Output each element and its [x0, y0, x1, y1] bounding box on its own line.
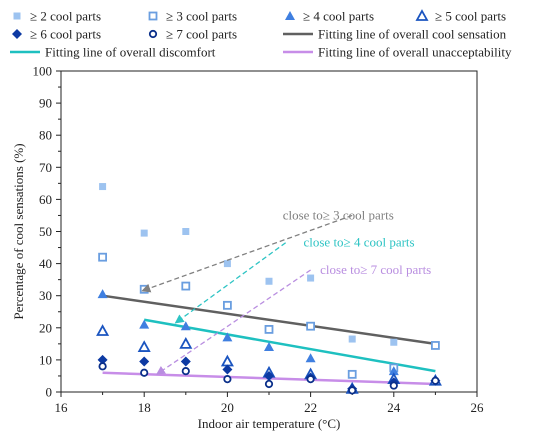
- data-point-4-cool-parts: [139, 319, 150, 329]
- data-point-2-cool-parts: [99, 183, 107, 191]
- data-point-4-cool-parts: [388, 366, 399, 376]
- x-axis-title: Indoor air temperature (°C): [198, 416, 341, 431]
- legend-marker-2-cool-parts: [13, 12, 21, 20]
- x-tick-label: 26: [471, 400, 485, 415]
- data-marks: [96, 183, 442, 395]
- legend-marker-4-cool-parts: [285, 11, 295, 20]
- data-point-6-cool-parts: [97, 354, 108, 365]
- y-tick-label: 50: [39, 224, 52, 239]
- annotation-arrow: [155, 269, 311, 375]
- data-point-6-cool-parts: [180, 356, 191, 367]
- legend-label-fit-2: Fitting line of overall unacceptability: [318, 45, 512, 60]
- annotation-arrow: [141, 214, 353, 293]
- data-point-2-cool-parts: [223, 260, 231, 268]
- data-point-2-cool-parts: [265, 277, 273, 285]
- y-tick-label: 0: [46, 385, 53, 400]
- data-point-7-cool-parts: [140, 368, 149, 377]
- y-tick-label: 90: [39, 96, 52, 111]
- axes: 16 18 20 22 24 26 0 10 20 30 40 50 60 70 80 90 100: [33, 64, 485, 416]
- data-point-2-cool-parts: [348, 335, 356, 343]
- legend-label-6-cool-parts: ≥ 6 cool parts: [30, 27, 101, 42]
- data-point-7-cool-parts: [431, 376, 440, 385]
- chart-legend: ≥ 2 cool parts ≥ 3 cool parts ≥ 4 cool par…: [10, 9, 512, 60]
- legend-marker-7-cool-parts: [148, 29, 158, 39]
- y-tick-label: 70: [39, 160, 52, 175]
- data-point-3-cool-parts: [222, 300, 232, 310]
- data-point-3-cool-parts: [430, 341, 440, 350]
- data-point-5-cool-parts: [179, 336, 193, 349]
- legend-marker-6-cool-parts: [12, 29, 22, 39]
- data-point-7-cool-parts: [98, 362, 107, 371]
- legend-marker-3-cool-parts: [148, 11, 158, 21]
- data-point-2-cool-parts: [140, 229, 148, 237]
- annotations: close to≥ 3 cool parts close to≥ 4 cool p…: [141, 207, 431, 375]
- legend-label-2-cool-parts: ≥ 2 cool parts: [30, 9, 101, 24]
- legend-marker-5-cool-parts: [415, 9, 429, 21]
- y-tick-label: 80: [39, 128, 52, 143]
- y-tick-label: 40: [39, 256, 52, 271]
- data-point-2-cool-parts: [182, 228, 190, 235]
- data-point-7-cool-parts: [306, 375, 315, 384]
- legend-label-fit-0: Fitting line of overall discomfort: [45, 45, 216, 60]
- data-point-7-cool-parts: [223, 375, 232, 384]
- annotation-label: close to≥ 7 cool parts: [320, 262, 431, 277]
- x-tick-label: 16: [55, 400, 69, 415]
- data-point-7-cool-parts: [389, 381, 398, 390]
- legend-label-5-cool-parts: ≥ 5 cool parts: [435, 9, 506, 24]
- x-tick-label: 20: [221, 400, 234, 415]
- data-point-3-cool-parts: [347, 369, 357, 379]
- data-point-2-cool-parts: [390, 338, 398, 346]
- data-point-3-cool-parts: [306, 321, 316, 331]
- data-point-4-cool-parts: [305, 353, 316, 363]
- x-tick-label: 18: [138, 400, 151, 415]
- data-point-7-cool-parts: [181, 367, 190, 376]
- data-point-6-cool-parts: [222, 364, 233, 375]
- data-point-5-cool-parts: [220, 354, 234, 367]
- data-point-6-cool-parts: [264, 370, 274, 381]
- data-point-4-cool-parts: [97, 289, 108, 299]
- y-tick-label: 20: [39, 320, 52, 335]
- x-tick-label: 24: [387, 400, 401, 415]
- data-point-3-cool-parts: [181, 281, 191, 291]
- annotation-label: close to≥ 4 cool parts: [303, 235, 414, 250]
- y-axis-title: Percentage of cool sensations (%): [11, 143, 26, 319]
- data-point-5-cool-parts: [137, 340, 151, 352]
- data-point-3-cool-parts: [264, 325, 274, 334]
- data-point-2-cool-parts: [307, 274, 315, 282]
- data-point-5-cool-parts: [96, 324, 110, 336]
- fit-line-1: [102, 294, 436, 346]
- annotation-label: close to≥ 3 cool parts: [283, 207, 394, 222]
- data-point-7-cool-parts: [348, 386, 357, 395]
- data-point-4-cool-parts: [264, 342, 274, 352]
- legend-label-fit-1: Fitting line of overall cool sensation: [318, 27, 507, 42]
- data-point-6-cool-parts: [139, 356, 150, 367]
- y-tick-label: 30: [39, 288, 52, 303]
- x-tick-label: 22: [304, 400, 317, 415]
- data-point-3-cool-parts: [98, 252, 107, 262]
- data-point-4-cool-parts: [222, 332, 233, 342]
- y-tick-label: 100: [33, 64, 53, 79]
- legend-label-3-cool-parts: ≥ 3 cool parts: [166, 9, 237, 24]
- data-point-4-cool-parts: [180, 321, 191, 331]
- legend-label-7-cool-parts: ≥ 7 cool parts: [166, 27, 237, 42]
- y-tick-label: 60: [39, 192, 52, 207]
- legend-label-4-cool-parts: ≥ 4 cool parts: [303, 9, 374, 24]
- fit-line-0: [143, 318, 436, 373]
- annotation-arrow: [174, 242, 287, 324]
- y-tick-label: 10: [39, 352, 52, 367]
- data-point-7-cool-parts: [264, 379, 274, 389]
